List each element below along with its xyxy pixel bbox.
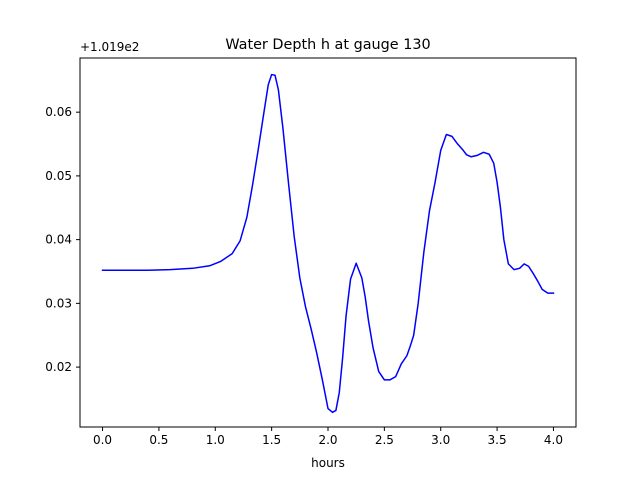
x-tick-label: 2.5 <box>375 433 394 447</box>
y-axis-offset-label: +1.019e2 <box>80 40 139 54</box>
y-tick-label: 0.02 <box>45 360 72 374</box>
y-tick-label: 0.05 <box>45 169 72 183</box>
chart-title: Water Depth h at gauge 130 <box>225 37 430 53</box>
plot-area: 0.0 0.5 1.0 1.5 2.0 2.5 3.0 3.5 4.0 0.02 0.03 0.04 0… <box>45 57 577 447</box>
x-axis-label: hours <box>311 456 345 470</box>
x-tick-label: 0.0 <box>93 433 112 447</box>
x-tick-label: 1.5 <box>262 433 281 447</box>
series-line <box>101 73 555 414</box>
y-tick-label: 0.04 <box>45 233 72 247</box>
x-tick-label: 1.0 <box>206 433 225 447</box>
x-tick-label: 3.0 <box>431 433 450 447</box>
x-tick-label: 4.0 <box>544 433 563 447</box>
x-tick-label: 3.5 <box>488 433 507 447</box>
y-tick-label: 0.03 <box>45 296 72 310</box>
y-tick-label: 0.06 <box>45 105 72 119</box>
x-tick-label: 2.0 <box>318 433 337 447</box>
x-tick-label: 0.5 <box>149 433 168 447</box>
